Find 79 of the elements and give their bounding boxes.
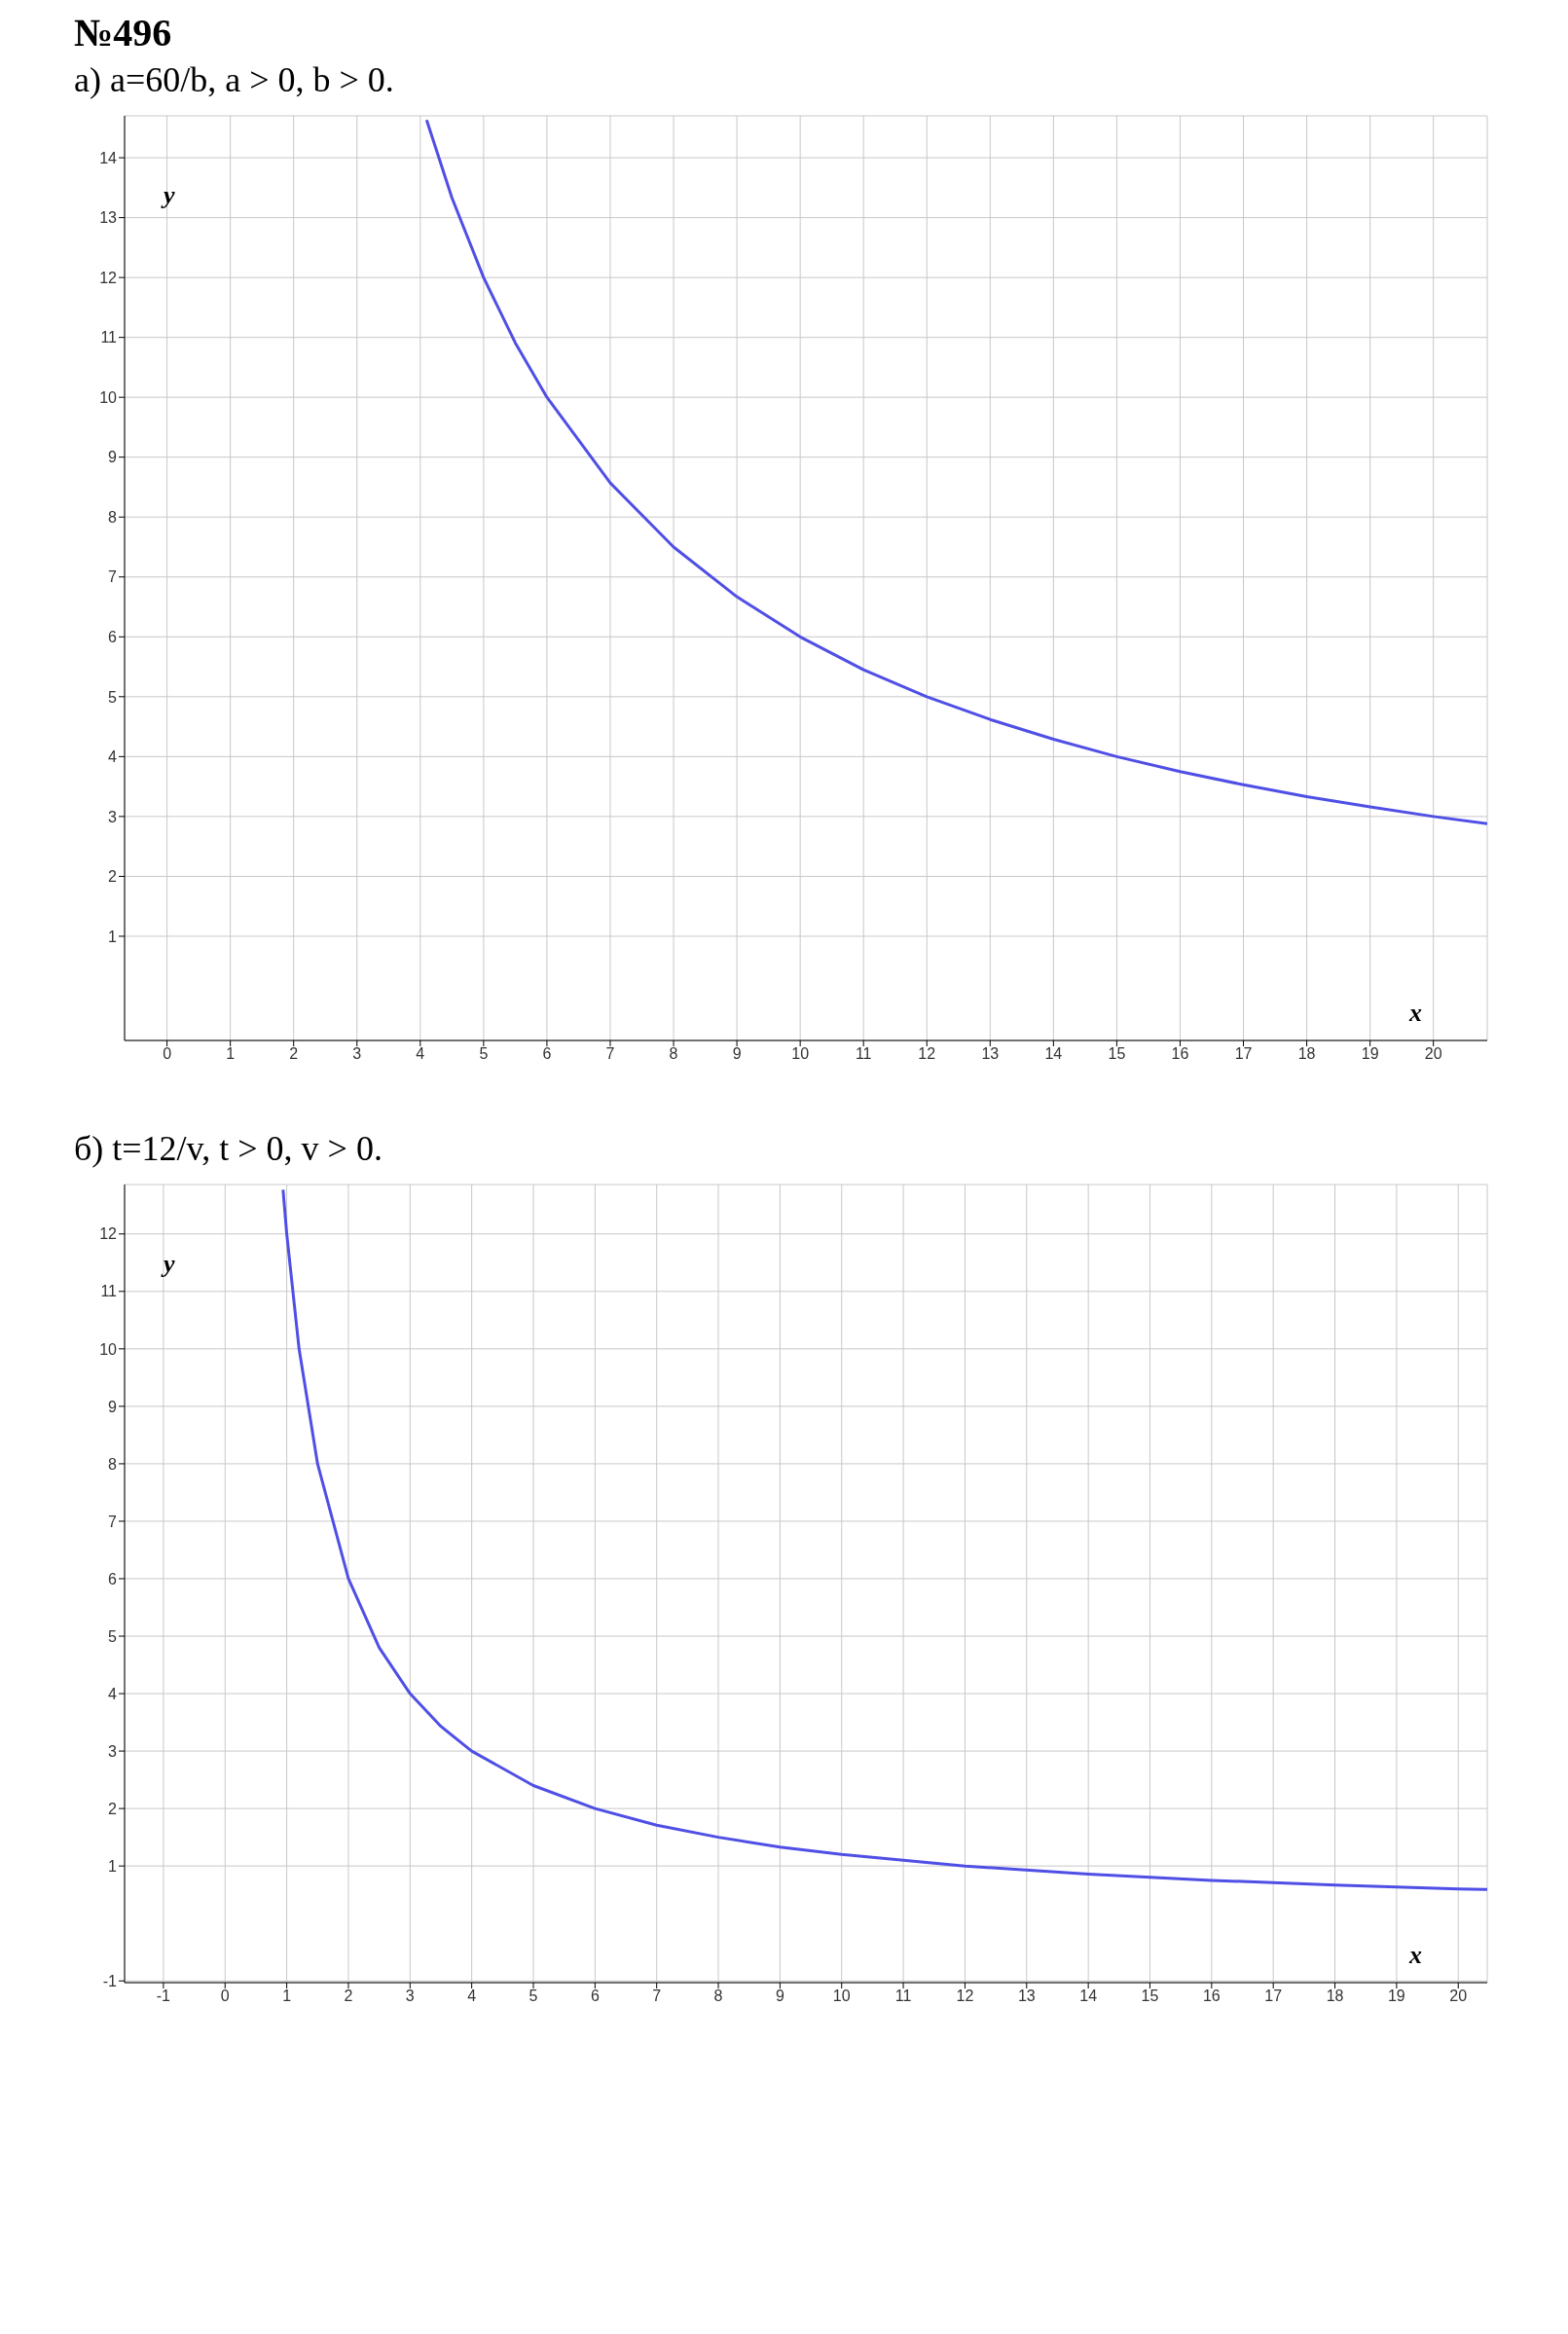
y-tick-label: 13 <box>99 209 118 227</box>
y-tick-label: 9 <box>108 449 118 466</box>
y-tick-label: 4 <box>108 1685 118 1702</box>
x-tick-label: 6 <box>590 1988 600 2005</box>
x-tick-label: 3 <box>405 1988 415 2005</box>
x-tick-label: 3 <box>352 1045 362 1063</box>
line-series <box>424 118 1487 825</box>
x-tick-label: 14 <box>1044 1045 1063 1063</box>
x-tick-label: 17 <box>1234 1045 1253 1063</box>
x-tick-label: 16 <box>1202 1988 1221 2005</box>
x-tick-label: 8 <box>713 1988 723 2005</box>
chart-subtitle: б) t=12/v, t > 0, v > 0. <box>74 1128 383 1169</box>
x-tick-label: 8 <box>669 1045 678 1063</box>
chart-subtitle: а) a=60/b, a > 0, b > 0. <box>74 59 395 100</box>
x-tick-label: 20 <box>1424 1045 1442 1063</box>
x-tick-label: 11 <box>855 1045 872 1063</box>
y-tick-label: 11 <box>100 329 118 346</box>
x-tick-label: 17 <box>1264 1988 1283 2005</box>
y-tick-label: 9 <box>108 1398 118 1415</box>
x-tick-label: 1 <box>226 1045 236 1063</box>
x-tick-label: 10 <box>791 1045 810 1063</box>
y-tick-label: 5 <box>108 1627 118 1645</box>
y-tick-label: 12 <box>99 1225 118 1243</box>
y-tick-label: 1 <box>108 1857 118 1875</box>
x-tick-label: 7 <box>605 1045 615 1063</box>
x-tick-label: 13 <box>1017 1988 1036 2005</box>
x-tick-label: 0 <box>220 1988 230 2005</box>
y-tick-label: 2 <box>108 868 118 886</box>
x-tick-label: 19 <box>1361 1045 1379 1063</box>
y-tick-label: 10 <box>99 388 118 406</box>
y-tick-label: 3 <box>108 1742 118 1760</box>
y-tick-label: 1 <box>108 928 118 945</box>
y-tick-label: 6 <box>108 628 118 645</box>
x-tick-label: 7 <box>652 1988 662 2005</box>
y-tick-label: 12 <box>99 269 118 286</box>
y-tick-label: 3 <box>108 808 118 825</box>
y-axis-title: y <box>161 1250 175 1278</box>
y-tick-label: 7 <box>108 1513 118 1530</box>
y-tick-label: 10 <box>99 1340 118 1358</box>
x-tick-label: 9 <box>732 1045 742 1063</box>
x-tick-label: 20 <box>1449 1988 1468 2005</box>
y-tick-label: -1 <box>102 1972 118 1989</box>
x-tick-label: -1 <box>156 1988 171 2005</box>
x-tick-label: 15 <box>1108 1045 1126 1063</box>
x-tick-label: 14 <box>1079 1988 1098 2005</box>
x-tick-label: 9 <box>775 1988 784 2005</box>
x-axis-title: x <box>1408 999 1422 1027</box>
x-tick-label: 2 <box>344 1988 353 2005</box>
x-tick-label: 16 <box>1171 1045 1189 1063</box>
x-tick-label: 19 <box>1387 1988 1405 2005</box>
x-tick-label: 0 <box>163 1045 172 1063</box>
y-tick-label: 7 <box>108 568 118 586</box>
y-axis-title: y <box>161 181 175 209</box>
y-tick-label: 4 <box>108 748 118 766</box>
x-tick-label: 12 <box>918 1045 936 1063</box>
y-tick-label: 6 <box>108 1570 118 1587</box>
x-tick-label: 11 <box>894 1988 912 2005</box>
x-tick-label: 18 <box>1297 1045 1316 1063</box>
x-tick-label: 12 <box>956 1988 974 2005</box>
x-tick-label: 5 <box>529 1988 538 2005</box>
x-tick-label: 6 <box>542 1045 552 1063</box>
y-tick-label: 8 <box>108 1455 118 1473</box>
x-tick-label: 2 <box>289 1045 299 1063</box>
x-tick-label: 18 <box>1326 1988 1344 2005</box>
y-tick-label: 2 <box>108 1800 118 1817</box>
y-tick-label: 11 <box>100 1283 118 1300</box>
x-axis-title: x <box>1408 1941 1422 1969</box>
line-series <box>281 1187 1487 1891</box>
x-tick-label: 4 <box>467 1988 477 2005</box>
x-tick-label: 4 <box>416 1045 425 1063</box>
y-tick-label: 5 <box>108 688 118 706</box>
x-tick-label: 13 <box>981 1045 1000 1063</box>
x-tick-label: 1 <box>282 1988 292 2005</box>
x-tick-label: 10 <box>832 1988 851 2005</box>
y-tick-label: 14 <box>99 149 118 166</box>
y-tick-label: 8 <box>108 508 118 526</box>
chart-title: №496 <box>74 10 173 55</box>
x-tick-label: 15 <box>1141 1988 1159 2005</box>
x-tick-label: 5 <box>479 1045 489 1063</box>
